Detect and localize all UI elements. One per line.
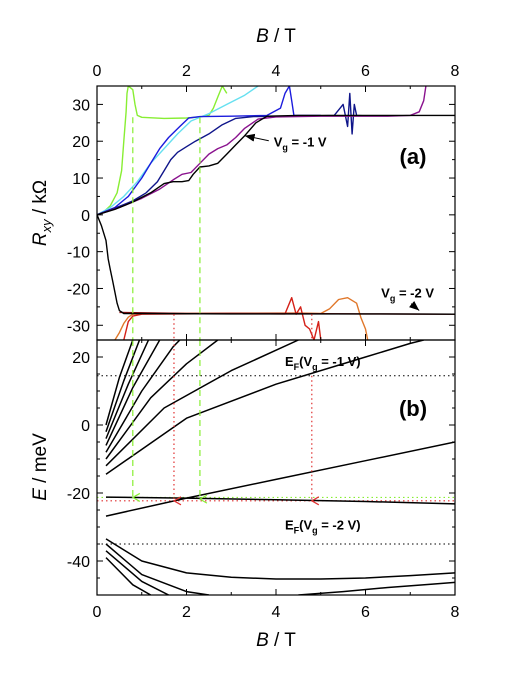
- panel-a-series-0: [97, 86, 228, 216]
- panel-a-frame: [96, 85, 456, 341]
- top-x-tick-label: 2: [182, 63, 191, 80]
- top-x-tick-label: 0: [93, 63, 102, 80]
- bottom-x-axis-title: B / T: [256, 630, 296, 651]
- panel-b-y-axis-title: E / meV: [30, 433, 51, 501]
- panel-a-series-7: [123, 297, 322, 340]
- panel-a-y-tick-label: 10: [72, 171, 90, 188]
- bottom-x-tick-label: 6: [361, 604, 370, 621]
- panel-a-series-3: [97, 92, 366, 216]
- landau-level-4: [105, 340, 181, 453]
- panel-a-y-tick-label: 30: [72, 97, 90, 114]
- bottom-x-tick-label: 4: [272, 604, 281, 621]
- landau-level-7: [105, 340, 424, 475]
- bottom-x-tick-label: 2: [182, 604, 191, 621]
- bottom-x-tick-label: 0: [93, 604, 102, 621]
- landau-level-6: [105, 340, 299, 467]
- panel-b-y-tick-label: 20: [72, 350, 90, 367]
- top-x-axis-title: B / T: [256, 26, 296, 47]
- panel-a-plot-area: [97, 86, 455, 340]
- landau-level-2: [105, 340, 150, 439]
- landau-level-12: [105, 550, 169, 595]
- panel-a-y-tick-label: -30: [67, 318, 90, 335]
- gate-voltage-arrow-vg1: [244, 133, 269, 142]
- landau-level-5: [105, 340, 219, 460]
- landau-level-8: [105, 441, 455, 517]
- panel-a-y-tick-label: -20: [67, 281, 90, 298]
- landau-level-14: [298, 581, 455, 595]
- gate-voltage-label-vg2: Vg = -2 V: [381, 286, 434, 304]
- panel-a-series-1: [97, 86, 259, 216]
- panel-a-y-tick-label: 20: [72, 134, 90, 151]
- landau-level-9: [105, 496, 455, 505]
- panel-a-series-9: [97, 214, 455, 315]
- landau-level-0: [105, 340, 134, 426]
- panel-a-series-5: [97, 114, 455, 216]
- top-x-tick-label: 6: [361, 63, 370, 80]
- panel-b-plot-area: [97, 340, 455, 595]
- panel-a-label: (a): [400, 144, 427, 169]
- panel-a-y-axis-title: Rxy / kΩ: [30, 180, 54, 246]
- landau-level-10: [105, 538, 455, 580]
- fermi-level-label-0: EF(Vg = -1 V): [285, 354, 361, 372]
- landau-level-13: [105, 557, 152, 595]
- panel-a-series-2: [97, 86, 321, 216]
- panel-a-y-tick-label: -10: [67, 245, 90, 262]
- panel-b-annotations: EF(Vg = -1 V) EF(Vg = -2 V): [131, 340, 361, 536]
- panel-b-y-tick-label: -20: [67, 486, 90, 503]
- fermi-level-label-1: EF(Vg = -2 V): [285, 518, 361, 536]
- landau-level-1: [105, 340, 141, 433]
- top-x-tick-label: 8: [451, 63, 460, 80]
- panel-b-y-tick-label: 0: [81, 418, 90, 435]
- landau-level-3: [105, 340, 161, 446]
- panel-b-y-tick-label: -40: [67, 554, 90, 571]
- bottom-x-tick-label: 8: [451, 604, 460, 621]
- panel-a-y-tick-label: 0: [81, 208, 90, 225]
- gate-voltage-label-vg1: Vg = -1 V: [274, 135, 327, 153]
- gate-voltage-arrow-vg2: [409, 301, 420, 311]
- axes: 0 0 2 2 4 4 6 6 8 8 30 20 10 0 -10 -20 -30 20 0 -20 -40: [67, 63, 460, 621]
- panel-b-label: (b): [399, 396, 427, 421]
- top-x-tick-label: 4: [272, 63, 281, 80]
- panel-a-series-6: [114, 297, 369, 340]
- landau-level-11: [105, 543, 210, 595]
- panel-a-annotations: Vg = -1 V Vg = -2 V: [244, 133, 434, 311]
